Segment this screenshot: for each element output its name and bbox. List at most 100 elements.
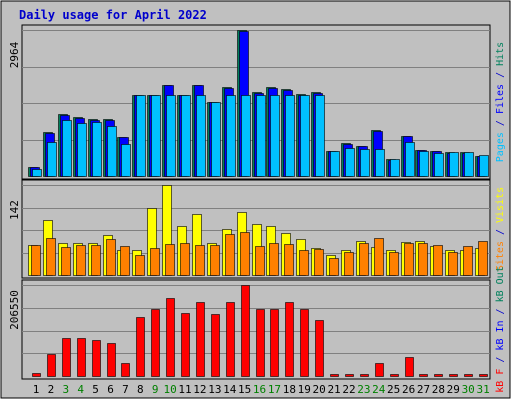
x-tick-label: 16 — [253, 383, 266, 396]
bar-kb-f-day-19 — [300, 309, 309, 377]
x-tick-label: 3 — [62, 383, 69, 396]
x-tick-label: 30 — [462, 383, 475, 396]
x-tick-label: 5 — [92, 383, 99, 396]
x-tick-label: 13 — [208, 383, 221, 396]
chart-title: Daily usage for April 2022 — [19, 8, 207, 22]
bar-sites-day-15 — [240, 232, 250, 276]
x-tick-label: 15 — [238, 383, 251, 396]
bar-sites-day-23 — [359, 243, 369, 276]
bar-kb-f-day-10 — [166, 298, 175, 377]
x-tick-label: 11 — [178, 383, 191, 396]
bar-pages-day-15 — [241, 95, 251, 177]
bar-pages-day-10 — [166, 95, 176, 177]
panel-traffic-background — [21, 279, 491, 380]
panel-traffic-legend: kB F / kB In / kB Out — [495, 266, 506, 392]
x-tick-label: 1 — [33, 383, 40, 396]
x-tick-label: 29 — [447, 383, 460, 396]
bar-kb-f-day-22 — [345, 374, 354, 377]
bar-pages-day-21 — [330, 151, 340, 177]
bar-kb-f-day-5 — [92, 340, 101, 377]
bar-sites-day-8 — [135, 255, 145, 276]
legend-entry: Files — [495, 84, 506, 114]
legend-entry: kB F — [495, 369, 506, 393]
bar-pages-day-24 — [375, 149, 385, 177]
x-tick-label: 4 — [77, 383, 84, 396]
bar-kb-f-day-7 — [121, 363, 130, 377]
x-tick-label: 9 — [152, 383, 159, 396]
legend-entry: / — [495, 114, 506, 132]
bar-kb-f-day-14 — [226, 302, 235, 377]
legend-entry: / — [495, 351, 506, 369]
bar-kb-f-day-25 — [390, 374, 399, 377]
bar-sites-day-3 — [61, 247, 71, 276]
bar-kb-f-day-24 — [375, 363, 384, 377]
bar-kb-f-day-2 — [47, 354, 56, 377]
bar-pages-day-20 — [315, 95, 325, 177]
panel-visitors-ymax-label: 142 — [8, 200, 21, 220]
x-tick-label: 19 — [298, 383, 311, 396]
x-tick-label: 27 — [417, 383, 430, 396]
bar-pages-day-2 — [47, 142, 57, 177]
x-tick-label: 14 — [223, 383, 237, 396]
panel-usage-legend: Pages / Files / Hits — [495, 42, 506, 162]
x-tick-label: 17 — [268, 383, 281, 396]
x-tick-label: 6 — [107, 383, 114, 396]
bar-kb-f-day-27 — [419, 374, 428, 377]
bar-pages-day-29 — [449, 152, 459, 177]
bar-sites-day-25 — [389, 252, 399, 276]
bar-kb-f-day-31 — [479, 374, 488, 377]
bar-sites-day-13 — [210, 245, 220, 276]
bar-pages-day-17 — [270, 95, 280, 177]
legend-entry: / — [495, 223, 506, 241]
bar-kb-f-day-11 — [181, 313, 190, 377]
bar-pages-day-22 — [345, 148, 355, 177]
legend-entry: kB In — [495, 320, 506, 350]
bar-kb-f-day-21 — [330, 374, 339, 377]
bar-pages-day-8 — [136, 95, 146, 177]
x-tick-label: 12 — [193, 383, 206, 396]
legend-entry: Visits — [495, 187, 506, 223]
bar-pages-day-31 — [479, 155, 489, 177]
bar-kb-f-day-4 — [77, 338, 86, 377]
bar-sites-day-21 — [329, 258, 339, 276]
bar-kb-f-day-8 — [136, 317, 145, 377]
bar-kb-f-day-30 — [464, 374, 473, 377]
bar-kb-f-day-20 — [315, 320, 324, 377]
bar-kb-f-day-12 — [196, 302, 205, 377]
bar-pages-day-4 — [77, 123, 87, 177]
panel-usage: 2964 Pages / Files / Hits — [8, 24, 506, 180]
bar-pages-day-26 — [405, 142, 415, 177]
bar-sites-day-14 — [225, 234, 235, 276]
bar-sites-day-27 — [418, 243, 428, 276]
bar-kb-f-day-23 — [360, 374, 369, 377]
bar-kb-f-day-16 — [256, 309, 265, 377]
legend-entry: Hits — [495, 42, 506, 66]
bar-sites-day-26 — [404, 243, 414, 276]
bar-sites-day-1 — [31, 245, 41, 276]
bar-sites-day-9 — [150, 248, 160, 276]
x-axis-day-labels: 1 2 3 4 5 6 7 8 9 10 11 12 13 14 15 16 17 18 19 20 21 22 23 24 2… — [33, 383, 490, 396]
bar-pages-day-7 — [121, 144, 131, 177]
bar-kb-f-day-18 — [285, 302, 294, 377]
bar-pages-day-27 — [419, 151, 429, 177]
bar-kb-f-day-6 — [107, 343, 116, 377]
x-tick-label: 26 — [402, 383, 415, 396]
bar-kb-f-day-9 — [151, 309, 160, 377]
x-tick-label: 24 — [372, 383, 386, 396]
bar-pages-day-23 — [360, 149, 370, 177]
bar-kb-f-day-1 — [32, 373, 41, 377]
bar-sites-day-28 — [433, 245, 443, 276]
bar-kb-f-day-26 — [405, 357, 414, 377]
bar-pages-day-14 — [226, 95, 236, 177]
x-tick-label: 21 — [327, 383, 340, 396]
bar-sites-day-10 — [165, 244, 175, 276]
bar-sites-day-20 — [314, 249, 324, 276]
bar-pages-day-11 — [181, 95, 191, 177]
bar-sites-day-24 — [374, 238, 384, 276]
bar-sites-day-19 — [299, 250, 309, 276]
bar-pages-day-25 — [390, 159, 400, 177]
x-tick-label: 31 — [476, 383, 489, 396]
bar-kb-f-day-28 — [434, 374, 443, 377]
